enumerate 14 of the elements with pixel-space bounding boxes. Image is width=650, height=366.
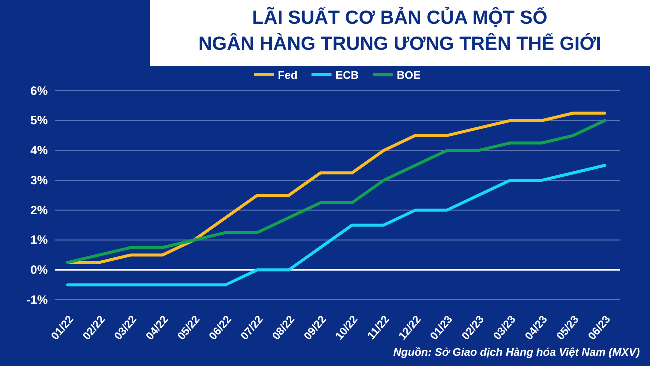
- y-tick-label: 3%: [30, 173, 48, 188]
- legend-label: ECB: [336, 70, 360, 82]
- y-tick-label: 4%: [30, 144, 48, 158]
- text: Nguồn: Sở Giao dịch Hàng hóa Việt Nam (MXV): [393, 347, 640, 359]
- y-tick-label: 1%: [30, 233, 48, 248]
- legend-label: BOE: [396, 70, 421, 82]
- chart-title: LÃI SUẤT CƠ BẢN CỦA MỘT SỐ NGÂN HÀNG TRUNG ƯƠNG TRÊN THẾ GIỚI: [198, 6, 602, 55]
- line-series: [66, 164, 606, 287]
- y-tick-label: -1%: [26, 292, 48, 307]
- y-tick-label: 5%: [30, 114, 48, 128]
- legend-label: Fed: [278, 70, 298, 82]
- y-tick-label: 2%: [30, 203, 48, 218]
- y-tick-label: 0%: [30, 262, 48, 277]
- y-tick-label: 6%: [30, 84, 48, 98]
